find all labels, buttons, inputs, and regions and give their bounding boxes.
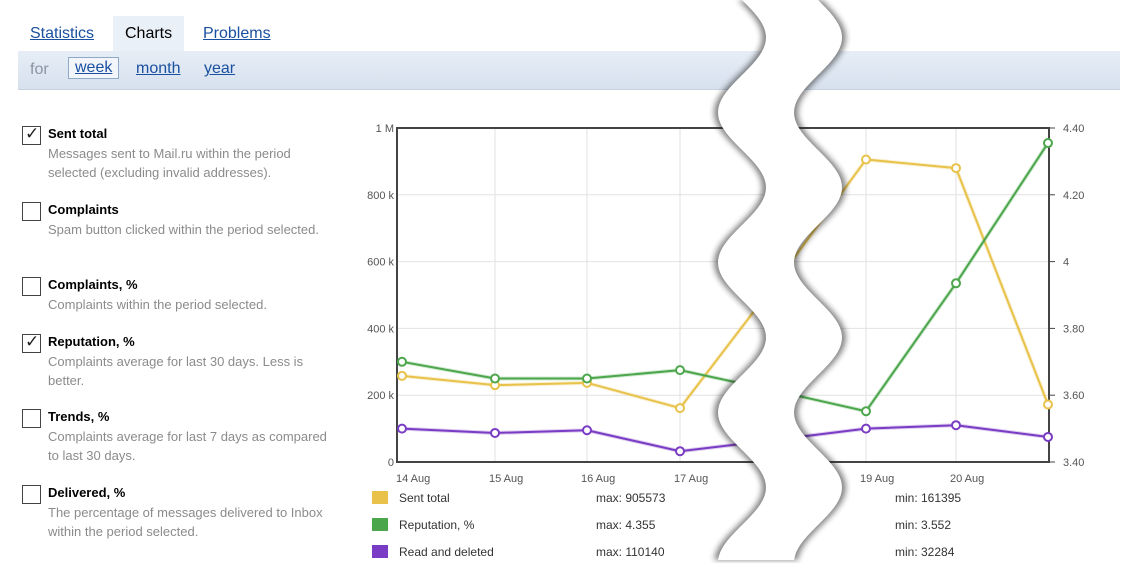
x-tick-label: 20 Aug: [950, 473, 984, 485]
data-point: [951, 278, 961, 289]
option-title: Sent total: [48, 126, 108, 141]
legend-swatch: [372, 545, 388, 558]
y-left-tick-label: 800 k: [367, 190, 394, 202]
legend-swatch: [372, 491, 388, 504]
data-point: [397, 423, 407, 434]
option-title: Complaints, %: [48, 277, 138, 292]
legend-min: min: 161395: [895, 491, 961, 505]
option-title: Complaints: [48, 202, 119, 217]
complaints-percent-checkbox[interactable]: ✓: [22, 277, 41, 296]
data-point: [951, 420, 961, 431]
option-description: Spam button clicked within the period se…: [48, 222, 319, 237]
y-left-tick-label: 600 k: [367, 257, 394, 269]
tab-problems[interactable]: Problems: [203, 25, 271, 42]
legend-max: max: 4.355: [596, 518, 656, 532]
tab-charts[interactable]: Charts: [113, 16, 185, 51]
series-line: [401, 158, 1049, 410]
check-icon: ✓: [25, 332, 40, 351]
data-point: [1043, 431, 1053, 442]
reputation-checkbox[interactable]: ✓: [22, 332, 41, 353]
period-month[interactable]: month: [136, 60, 181, 77]
period-bar: for week month year: [18, 51, 1120, 90]
x-tick-label: 16 Aug: [581, 473, 615, 485]
sent-total-checkbox[interactable]: ✓: [22, 124, 41, 145]
series-line: [401, 142, 1049, 413]
x-tick-label: 19 Aug: [860, 473, 894, 485]
legend-label: Read and deleted: [399, 545, 494, 559]
option-description: Complaints average for last 7 days as co…: [48, 429, 327, 463]
y-left-tick-label: 1 M: [376, 123, 394, 135]
data-point: [675, 365, 685, 376]
y-right-tick-label: 4: [1063, 257, 1069, 269]
y-left-tick-label: 200 k: [367, 390, 394, 402]
legend-max: max: 110140: [596, 545, 665, 559]
data-point: [397, 370, 407, 381]
y-right-tick-label: 3.40: [1063, 457, 1084, 469]
period-year[interactable]: year: [204, 60, 236, 77]
data-point: [582, 373, 592, 384]
data-point: [951, 163, 961, 174]
data-point: [397, 356, 407, 367]
option-title: Delivered, %: [48, 485, 126, 500]
x-tick-label: 14 Aug: [396, 473, 430, 485]
option-description: The percentage of messages delivered to …: [48, 505, 323, 539]
data-point: [490, 373, 500, 384]
y-right-tick-label: 4.40: [1063, 123, 1084, 135]
legend-label: Sent total: [399, 491, 450, 505]
legend-max: max: 905573: [596, 491, 666, 505]
trends-checkbox[interactable]: ✓: [22, 409, 41, 428]
y-right-tick-label: 4.20: [1063, 190, 1084, 202]
option-description: Complaints within the period selected.: [48, 297, 267, 312]
legend-swatch: [372, 518, 388, 531]
data-point: [675, 446, 685, 457]
data-point: [582, 425, 592, 436]
y-left-tick-label: 0: [388, 457, 394, 469]
data-point: [675, 403, 685, 414]
data-point: [861, 423, 871, 434]
x-tick-label: 15 Aug: [489, 473, 523, 485]
check-icon: ✓: [25, 124, 40, 143]
data-point: [490, 427, 500, 438]
complaints-checkbox[interactable]: ✓: [22, 202, 41, 221]
option-title: Trends, %: [48, 409, 110, 424]
data-point: [1043, 399, 1053, 410]
option-description: Messages sent to Mail.ru within the peri…: [48, 146, 291, 180]
y-right-tick-label: 3.80: [1063, 323, 1084, 335]
delivered-checkbox[interactable]: ✓: [22, 485, 41, 504]
x-tick-label: 17 Aug: [674, 473, 708, 485]
data-point: [861, 154, 871, 165]
legend-min: min: 3.552: [895, 518, 951, 532]
legend-label: Reputation, %: [399, 518, 475, 532]
period-week[interactable]: week: [68, 57, 120, 79]
data-point: [861, 406, 871, 417]
period-for-label: for: [30, 61, 49, 78]
legend-min: min: 32284: [895, 545, 955, 559]
series-line: [401, 424, 1049, 453]
option-title: Reputation, %: [48, 334, 135, 349]
option-description: Complaints average for last 30 days. Les…: [48, 354, 304, 388]
y-left-tick-label: 400 k: [367, 323, 394, 335]
tab-statistics[interactable]: Statistics: [30, 25, 95, 42]
y-right-tick-label: 3.60: [1063, 390, 1084, 402]
data-point: [1043, 138, 1053, 149]
torn-cut: [714, 0, 846, 560]
